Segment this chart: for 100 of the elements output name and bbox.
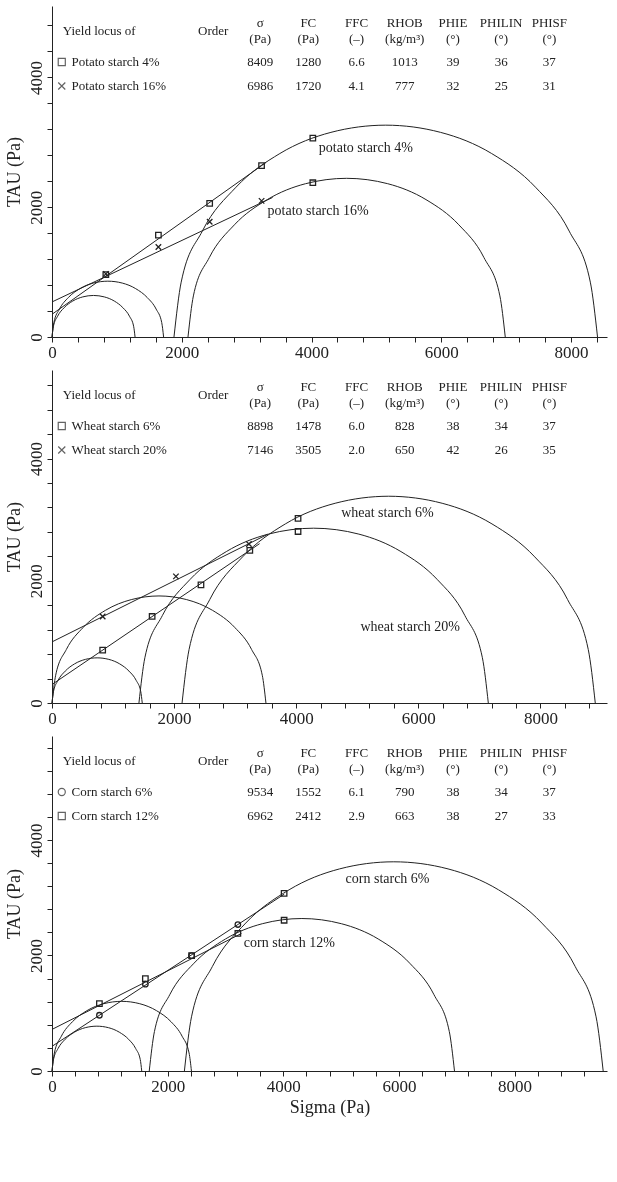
annotation: 36 xyxy=(494,54,509,69)
annotation: 38 xyxy=(446,784,460,799)
annotation: (kg/m³) xyxy=(385,31,425,46)
annotation: FFC xyxy=(344,745,369,760)
annotation: (kg/m³) xyxy=(385,761,425,776)
annotation: 1720 xyxy=(295,78,322,93)
annotation: 2.9 xyxy=(348,808,365,823)
annotation: corn starch 12% xyxy=(243,935,336,951)
annotation: PHISF xyxy=(531,745,568,760)
annotation: FC xyxy=(300,15,317,30)
annotation: 6962 xyxy=(247,808,274,823)
annotation: Yield locus of xyxy=(62,387,137,402)
annotation: PHIE xyxy=(438,745,468,760)
annotation: σ xyxy=(256,15,264,30)
annotation: FFC xyxy=(344,379,369,394)
legend-label: Corn starch 12% xyxy=(71,808,160,823)
annotation: 32 xyxy=(446,78,460,93)
annotation: wheat starch 6% xyxy=(341,505,435,521)
x-tick-label: 6000 xyxy=(382,1076,417,1096)
annotation: (°) xyxy=(494,31,509,46)
annotation: (–) xyxy=(348,31,365,46)
legend-label: Corn starch 6% xyxy=(71,784,153,799)
annotation: 1552 xyxy=(295,784,322,799)
annotation: RHOB xyxy=(386,745,424,760)
y-tick-label: 0 xyxy=(26,333,46,342)
annotation: 3505 xyxy=(295,442,322,457)
annotation: 8409 xyxy=(247,54,274,69)
x-tick-label: 8000 xyxy=(554,342,589,362)
annotation: 31 xyxy=(542,78,556,93)
annotation: Yield locus of xyxy=(62,23,137,38)
annotation: potato starch 4% xyxy=(318,140,414,156)
y-axis-title: TAU (Pa) xyxy=(3,136,25,208)
annotation: 37 xyxy=(542,784,557,799)
y-tick-label: 2000 xyxy=(26,190,46,225)
annotation: 790 xyxy=(394,784,415,799)
x-tick-label: 6000 xyxy=(424,342,459,362)
y-tick-label: 4000 xyxy=(26,823,46,858)
x-tick-label: 6000 xyxy=(401,708,436,728)
annotation: σ xyxy=(256,379,264,394)
annotation: (°) xyxy=(542,395,557,410)
annotation: 9534 xyxy=(247,784,274,799)
annotation: RHOB xyxy=(386,379,424,394)
annotation: 35 xyxy=(542,442,556,457)
annotation: RHOB xyxy=(386,15,424,30)
annotation: 1280 xyxy=(295,54,322,69)
annotation: 777 xyxy=(394,78,415,93)
annotation: PHISF xyxy=(531,379,568,394)
legend-label: Potato starch 4% xyxy=(71,54,160,69)
annotation: (°) xyxy=(542,761,557,776)
annotation: (°) xyxy=(542,31,557,46)
annotation: 8898 xyxy=(247,418,274,433)
annotation: 6.0 xyxy=(348,418,365,433)
annotation: PHISF xyxy=(531,15,568,30)
y-tick-label: 2000 xyxy=(26,938,46,973)
annotation: PHILIN xyxy=(479,15,524,30)
annotation: 1013 xyxy=(391,54,418,69)
annotation: 828 xyxy=(394,418,415,433)
annotation: Order xyxy=(198,753,230,768)
annotation: (–) xyxy=(348,761,365,776)
x-tick-label: 2000 xyxy=(151,1076,186,1096)
annotation: 6986 xyxy=(247,78,274,93)
annotation: (Pa) xyxy=(249,395,271,410)
annotation: 7146 xyxy=(247,442,274,457)
annotation: 39 xyxy=(446,54,460,69)
x-tick-label: 4000 xyxy=(266,1076,301,1096)
annotation: 4.1 xyxy=(348,78,365,93)
annotation: 38 xyxy=(446,808,460,823)
annotation: potato starch 16% xyxy=(267,202,369,218)
y-tick-label: 0 xyxy=(26,1067,46,1076)
annotation: 38 xyxy=(446,418,460,433)
x-tick-label: 8000 xyxy=(498,1076,532,1096)
annotation: 6.6 xyxy=(348,54,366,69)
annotation: (Pa) xyxy=(249,761,271,776)
annotation: (Pa) xyxy=(249,31,271,46)
annotation: 26 xyxy=(494,442,509,457)
annotation: 2412 xyxy=(295,808,322,823)
annotation: 34 xyxy=(494,784,509,799)
annotation: 33 xyxy=(542,808,556,823)
x-tick-label: 4000 xyxy=(295,342,330,362)
annotation: 37 xyxy=(542,418,557,433)
annotation: (Pa) xyxy=(297,395,320,410)
annotation: (°) xyxy=(446,31,460,46)
annotation: (–) xyxy=(348,395,365,410)
y-tick-label: 4000 xyxy=(26,442,46,477)
annotation: 42 xyxy=(446,442,460,457)
annotation: FFC xyxy=(344,15,369,30)
annotation: 27 xyxy=(494,808,509,823)
annotation: PHIE xyxy=(438,379,468,394)
x-tick-label: 2000 xyxy=(157,708,192,728)
legend-label: Wheat starch 6% xyxy=(71,418,161,433)
annotation: Yield locus of xyxy=(62,753,137,768)
annotation: Order xyxy=(198,23,230,38)
annotation: wheat starch 20% xyxy=(360,619,461,635)
annotation: Order xyxy=(198,387,230,402)
annotation: (Pa) xyxy=(297,761,320,776)
legend-label: Potato starch 16% xyxy=(71,78,167,93)
y-tick-label: 4000 xyxy=(26,60,46,95)
annotation: FC xyxy=(300,379,317,394)
annotation: (°) xyxy=(494,395,509,410)
annotation: 663 xyxy=(394,808,415,823)
